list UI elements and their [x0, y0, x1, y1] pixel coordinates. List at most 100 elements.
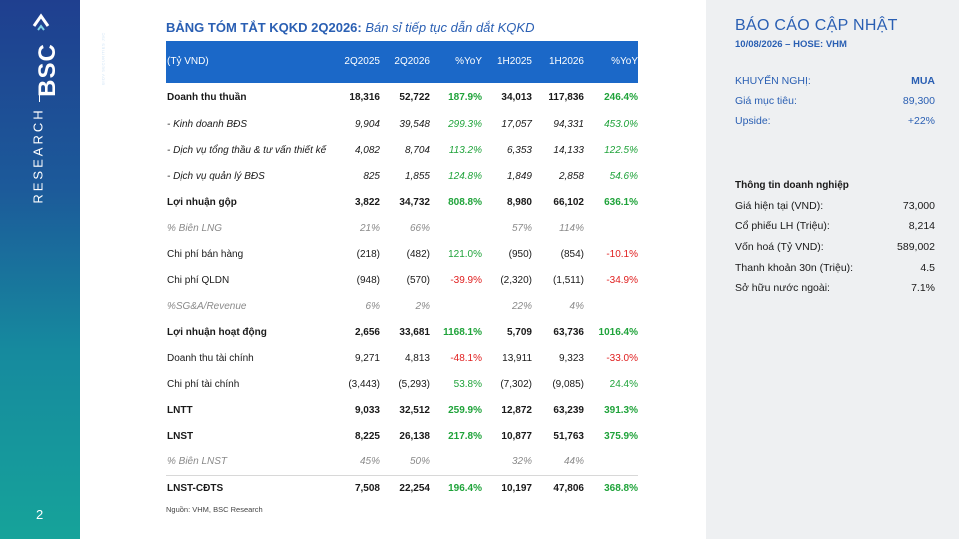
info-row: Vốn hoá (Tỷ VND): 589,002 [735, 241, 935, 253]
table-cell: 8,704 [404, 144, 430, 156]
table-cell: 22% [511, 300, 532, 312]
logo-subtitle: BIDV SECURITIES JSC [100, 32, 106, 85]
upside-label: Upside: [735, 115, 771, 127]
table-cell: 10,197 [482, 474, 532, 501]
row-label: - Dịch vụ quản lý BĐS [167, 170, 265, 182]
table-cell: 1,855 [404, 170, 430, 182]
table-cell: 217.8% [448, 430, 482, 442]
table-cell [584, 449, 638, 475]
info-value: 73,000 [902, 200, 935, 212]
row-label: Lợi nhuận gộp [167, 196, 237, 208]
row-label: Chi phí QLDN [167, 274, 230, 286]
table-cell: 14,133 [553, 144, 584, 156]
table-cell: 94,331 [553, 118, 584, 130]
table-cell: 18,316 [349, 91, 380, 103]
table-cell: 39,548 [399, 118, 430, 130]
table-cell: 246.4% [604, 91, 638, 103]
table-cell: -39.9% [450, 274, 482, 286]
table-cell: 9,271 [354, 352, 380, 364]
table-cell: 17,057 [501, 118, 532, 130]
table-cell: 26,138 [399, 430, 430, 442]
table-cell: 50% [409, 456, 430, 468]
info-label: Sở hữu nước ngoài: [735, 282, 830, 294]
table-cell: 453.0% [604, 118, 638, 130]
header-cell: %YoY [611, 55, 638, 67]
info-value: 4.5 [920, 262, 935, 274]
target-price-row: Giá mục tiêu: 89,300 [735, 95, 935, 107]
table-cell: 66% [409, 222, 430, 234]
table-cell: (948) [356, 274, 380, 286]
table-cell: (854) [560, 248, 584, 260]
header-cell: 1H2026 [548, 55, 584, 67]
table-cell: 47,806 [532, 474, 584, 501]
report-type-title: BÁO CÁO CẬP NHẬT [735, 17, 898, 34]
info-label: Thanh khoản 30n (Triệu): [735, 262, 854, 274]
recommendation-row: KHUYẾN NGHỊ: MUA [735, 75, 935, 87]
table-row: Chi phí QLDN (948) (570) -39.9% (2,320) (1,51… [166, 267, 638, 293]
row-label: - Kinh doanh BĐS [167, 118, 248, 130]
info-label: Giá hiện tại (VND): [735, 200, 824, 212]
table-cell: -33.0% [606, 352, 638, 364]
table-cell: 1168.1% [443, 326, 482, 338]
table-cell: 63,736 [553, 326, 584, 338]
header-cell: 1H2025 [496, 55, 532, 67]
target-price-value: 89,300 [902, 95, 935, 107]
table-cell: (950) [508, 248, 532, 260]
table-cell [584, 215, 638, 241]
table-cell: 8,225 [354, 430, 380, 442]
page-number: 2 [36, 507, 44, 522]
table-title-bold: BẢNG TÓM TẮT KQKD 2Q2026: [166, 20, 362, 35]
table-cell: 52,722 [399, 91, 430, 103]
table-cell: 57% [511, 222, 532, 234]
recommendation-label: KHUYẾN NGHỊ: [735, 75, 811, 87]
table-cell: 114% [559, 222, 584, 234]
table-cell: 1016.4% [598, 326, 638, 338]
table-row: - Kinh doanh BĐS 9,904 39,548 299.3% 17,057 9… [166, 111, 638, 137]
table-header-row: (Tỷ VND) 2Q2025 2Q2026 %YoY 1H2025 1H202… [166, 41, 638, 83]
table-cell: 122.5% [604, 144, 638, 156]
row-label: LNST [167, 430, 194, 442]
table-row: Chi phí tài chính (3,443) (5,293) 53.8% (7,3… [166, 371, 638, 397]
recommendation-value: MUA [911, 75, 935, 87]
table-cell: 808.8% [448, 196, 482, 208]
table-row: % Biên LNST 45% 50% 32% 44% [166, 449, 638, 475]
table-cell [584, 293, 638, 319]
table-cell: 6,353 [506, 144, 532, 156]
bsc-logo: BSC BIDV SECURITIES JSC [24, 12, 106, 102]
table-cell: 113.2% [448, 144, 482, 156]
table-title-italic: Bán sỉ tiếp tục dẫn dắt KQKD [365, 20, 535, 35]
table-cell: 5,709 [506, 326, 532, 338]
table-cell: 1,849 [506, 170, 532, 182]
table-cell: (3,443) [348, 378, 380, 390]
table-cell: 4,082 [354, 144, 380, 156]
table-cell: 32% [511, 456, 532, 468]
table-cell: 375.9% [604, 430, 638, 442]
table-cell: 196.4% [430, 474, 482, 501]
table-cell: 24.4% [609, 378, 638, 390]
row-label: % Biên LNST [167, 456, 228, 468]
table-cell: (9,085) [552, 378, 584, 390]
table-cell: -10.1% [606, 248, 638, 260]
table-cell [430, 449, 482, 475]
table-cell: -34.9% [606, 274, 638, 286]
table-cell: 636.1% [604, 196, 638, 208]
table-cell: 33,681 [399, 326, 430, 338]
table-cell: (218) [356, 248, 380, 260]
info-row: Cổ phiếu LH (Triệu): 8,214 [735, 220, 935, 232]
row-label: LNTT [167, 404, 193, 416]
table-cell: (570) [406, 274, 430, 286]
table-cell: 2% [415, 300, 430, 312]
table-body: Doanh thu thuần 18,316 52,722 187.9% 34,013 1… [166, 83, 638, 501]
table-cell: 6% [365, 300, 380, 312]
row-label: %SG&A/Revenue [167, 300, 247, 312]
company-info-title: Thông tin doanh nghiệp [735, 180, 849, 191]
table-cell: -48.1% [450, 352, 482, 364]
info-label: Cổ phiếu LH (Triệu): [735, 220, 830, 232]
table-cell: 21% [359, 222, 380, 234]
table-cell: 9,033 [354, 404, 380, 416]
report-date: 10/08/2026 – HOSE: VHM [735, 39, 847, 50]
table-cell: 22,254 [380, 474, 430, 501]
table-row: Chi phí bán hàng (218) (482) 121.0% (950) (85… [166, 241, 638, 267]
table-cell: 124.8% [448, 170, 482, 182]
table-row: Doanh thu thuần 18,316 52,722 187.9% 34,013 1… [166, 83, 638, 111]
